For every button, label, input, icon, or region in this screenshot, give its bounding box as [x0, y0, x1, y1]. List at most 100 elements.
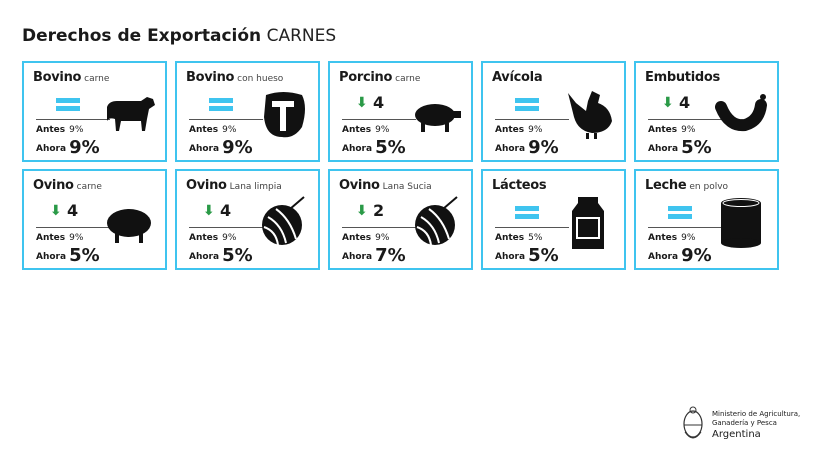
- equal-bar: [209, 98, 233, 103]
- reduction-points: 4: [220, 201, 232, 220]
- reduction-points: 2: [373, 201, 385, 220]
- ahora-label: Ahora: [495, 144, 526, 154]
- current-rate: Ahora 5%: [648, 137, 712, 158]
- current-rate: Ahora 7%: [342, 245, 406, 266]
- card-title: Leche en polvo: [645, 178, 728, 193]
- previous-rate: Antes 9%: [648, 233, 695, 243]
- card-title: Embutidos: [645, 70, 723, 85]
- divider: [342, 227, 416, 228]
- card-title: Avícola: [492, 70, 545, 85]
- ministry-name-line1: Ministerio de Agricultura,: [712, 410, 801, 418]
- ahora-value: 7%: [375, 245, 406, 266]
- down-arrow-icon: ⬇: [356, 203, 368, 219]
- decrease-indicator: ⬇ 4: [50, 201, 100, 221]
- title-subtitle: CARNES: [266, 26, 337, 46]
- card-title: Porcino carne: [339, 70, 420, 85]
- milk-can-icon: [572, 197, 604, 249]
- ahora-label: Ahora: [189, 144, 220, 154]
- product-name: Bovino: [186, 70, 235, 85]
- current-rate: Ahora 5%: [36, 245, 100, 266]
- ahora-value: 5%: [681, 137, 712, 158]
- country-name: Argentina: [712, 429, 761, 440]
- antes-label: Antes: [189, 233, 219, 243]
- down-arrow-icon: ⬇: [50, 203, 62, 219]
- divider: [495, 119, 569, 120]
- export-duty-card: Porcino carne ⬇ 4 Antes 9% Ahora 5%: [328, 61, 473, 162]
- card-title: Bovino carne: [33, 70, 109, 85]
- product-qualifier: carne: [84, 74, 110, 84]
- antes-value: 9%: [681, 125, 696, 135]
- divider: [36, 227, 110, 228]
- ahora-value: 9%: [222, 137, 253, 158]
- antes-label: Antes: [36, 125, 66, 135]
- equal-bar: [56, 106, 80, 111]
- powdered-milk-can-icon: [721, 198, 761, 248]
- ministry-logo: Ministerio de Agricultura, Ganadería y Pe…: [680, 404, 810, 448]
- reduction-points: 4: [679, 93, 691, 112]
- equal-bar: [56, 98, 80, 103]
- antes-value: 9%: [69, 125, 84, 135]
- pig-icon: [415, 104, 461, 132]
- down-arrow-icon: ⬇: [203, 203, 215, 219]
- cow-icon: [107, 97, 155, 131]
- previous-rate: Antes 5%: [495, 233, 542, 243]
- antes-value: 9%: [222, 125, 237, 135]
- antes-label: Antes: [189, 125, 219, 135]
- ahora-label: Ahora: [36, 252, 67, 262]
- product-name: Lácteos: [492, 178, 547, 193]
- ahora-value: 9%: [681, 245, 712, 266]
- ahora-label: Ahora: [342, 252, 373, 262]
- previous-rate: Antes 9%: [189, 125, 236, 135]
- product-name: Ovino: [33, 178, 74, 193]
- ahora-value: 9%: [69, 137, 100, 158]
- reduction-points: 4: [373, 93, 385, 112]
- antes-value: 9%: [528, 125, 543, 135]
- ahora-label: Ahora: [648, 252, 679, 262]
- current-rate: Ahora 9%: [189, 137, 253, 158]
- ahora-label: Ahora: [189, 252, 220, 262]
- export-duty-card: Lácteos Antes 5% Ahora 5%: [481, 169, 626, 270]
- unchanged-indicator: [509, 95, 559, 113]
- product-name: Embutidos: [645, 70, 720, 85]
- ahora-value: 5%: [528, 245, 559, 266]
- reduction-points: 4: [67, 201, 79, 220]
- divider: [36, 119, 110, 120]
- export-duty-card: Bovino carne Antes 9% Ahora 9%: [22, 61, 167, 162]
- product-qualifier: Lana Sucia: [382, 182, 432, 192]
- ahora-value: 9%: [528, 137, 559, 158]
- product-qualifier: con hueso: [237, 74, 284, 84]
- decrease-indicator: ⬇ 4: [662, 93, 712, 113]
- product-name: Ovino: [186, 178, 227, 193]
- product-qualifier: Lana limpia: [229, 182, 282, 192]
- sausage-icon: [715, 94, 767, 132]
- equal-bar: [515, 214, 539, 219]
- export-duty-card: Leche en polvo Antes 9% Ahora 9%: [634, 169, 779, 270]
- ahora-value: 5%: [375, 137, 406, 158]
- antes-label: Antes: [342, 233, 372, 243]
- current-rate: Ahora 5%: [495, 245, 559, 266]
- antes-value: 9%: [222, 233, 237, 243]
- current-rate: Ahora 5%: [189, 245, 253, 266]
- previous-rate: Antes 9%: [36, 233, 83, 243]
- decrease-indicator: ⬇ 4: [203, 201, 253, 221]
- current-rate: Ahora 5%: [342, 137, 406, 158]
- divider: [648, 119, 722, 120]
- product-name: Ovino: [339, 178, 380, 193]
- current-rate: Ahora 9%: [36, 137, 100, 158]
- antes-value: 9%: [681, 233, 696, 243]
- ahora-label: Ahora: [648, 144, 679, 154]
- card-title: Ovino Lana Sucia: [339, 178, 432, 193]
- ahora-value: 5%: [69, 245, 100, 266]
- sheep-icon: [107, 209, 151, 243]
- decrease-indicator: ⬇ 2: [356, 201, 406, 221]
- product-name: Bovino: [33, 70, 82, 85]
- equal-bar: [515, 106, 539, 111]
- title-main: Derechos de Exportación: [22, 26, 262, 46]
- previous-rate: Antes 9%: [342, 233, 389, 243]
- wool-ball-icon: [262, 196, 305, 246]
- antes-value: 9%: [69, 233, 84, 243]
- divider: [495, 227, 569, 228]
- product-qualifier: carne: [395, 74, 421, 84]
- export-duty-card: Bovino con hueso Antes 9% Ahora 9%: [175, 61, 320, 162]
- antes-value: 9%: [375, 233, 390, 243]
